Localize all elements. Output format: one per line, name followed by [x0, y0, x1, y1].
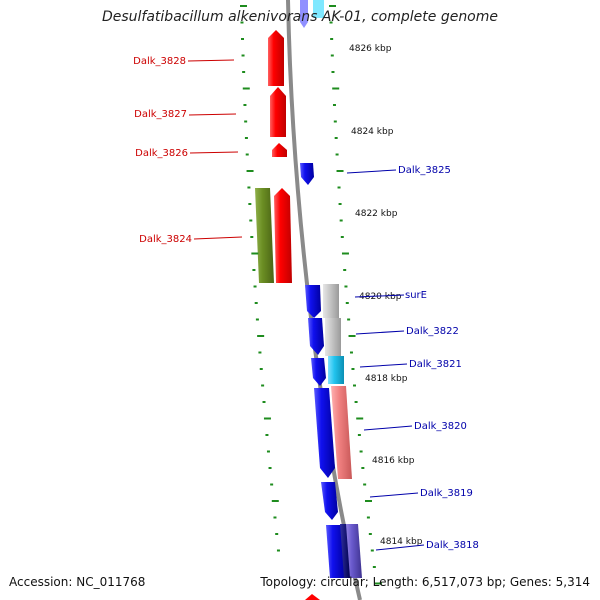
leader-dalk-3824	[193, 236, 243, 240]
leader-dalk-3820	[363, 425, 413, 431]
gene-dalk-3821-blue	[311, 358, 326, 386]
leader-dalk-3827	[188, 113, 237, 116]
gene-dalk-3821-cyan	[328, 356, 344, 384]
gene-dalk-3820-pink	[331, 386, 352, 479]
coord-label-4818: 4818 kbp	[365, 374, 408, 384]
leader-dalk-3821	[359, 363, 408, 368]
leader-dalk-3825	[346, 169, 397, 174]
gene-dalk-3819	[321, 482, 338, 520]
gene-dalk-3824	[274, 188, 292, 283]
leader-dalk-3822	[355, 330, 405, 335]
label-dalk-3820: Dalk_3820	[414, 421, 467, 432]
gene-dalk-3828	[268, 30, 284, 86]
right-tick-marks	[329, 5, 382, 585]
label-dalk-3819: Dalk_3819	[420, 488, 473, 499]
coord-label-4824: 4824 kbp	[351, 127, 394, 137]
label-dalk-3822: Dalk_3822	[406, 326, 459, 337]
map-title: Desulfatibacillum alkenivorans AK-01, co…	[101, 9, 499, 25]
label-dalk-3826: Dalk_3826	[135, 148, 188, 159]
label-dalk-3827: Dalk_3827	[134, 109, 187, 120]
gene-dalk-3822-grey	[325, 318, 341, 356]
leader-sure	[354, 294, 405, 298]
label-dalk-3828: Dalk_3828	[133, 56, 186, 67]
coord-label-4816: 4816 kbp	[372, 456, 415, 466]
label-dalk-3824: Dalk_3824	[139, 234, 192, 245]
coord-label-4820: 4820 kbp	[359, 292, 402, 302]
label-dalk-3821: Dalk_3821	[409, 359, 462, 370]
leader-dalk-3818	[375, 544, 425, 551]
gene-partial-top-2	[313, 0, 324, 18]
gene-dark-strip	[340, 524, 350, 578]
leader-dalk-3819	[369, 492, 419, 498]
gene-partial-bottom	[305, 594, 320, 600]
gene-dalk-3818-purple	[345, 524, 362, 578]
left-tick-marks	[240, 5, 280, 552]
coord-label-4822: 4822 kbp	[355, 209, 398, 219]
gene-dalk-3820-blue	[314, 388, 335, 478]
label-dalk-3818: Dalk_3818	[426, 540, 479, 551]
gene-olive	[255, 188, 274, 283]
label-sure: surE	[405, 290, 427, 301]
gene-dalk-3818-blue	[326, 525, 345, 578]
accession-text: Accession: NC_011768	[9, 575, 146, 589]
coord-label-4826: 4826 kbp	[349, 44, 392, 54]
gene-sure	[305, 285, 321, 318]
gene-dalk-3827	[270, 87, 286, 137]
gene-dalk-3826	[272, 143, 287, 157]
coord-label-4814: 4814 kbp	[380, 537, 423, 547]
leader-dalk-3826	[189, 151, 239, 154]
leader-dalk-3828	[187, 59, 235, 62]
gene-dalk-3825	[300, 163, 314, 185]
gene-sure-grey	[323, 284, 339, 318]
gene-partial-top-1	[300, 0, 308, 28]
label-dalk-3825: Dalk_3825	[398, 165, 451, 176]
topology-text: Topology: circular; Length: 6,517,073 bp…	[260, 575, 590, 589]
gene-dalk-3822-blue	[308, 318, 324, 355]
